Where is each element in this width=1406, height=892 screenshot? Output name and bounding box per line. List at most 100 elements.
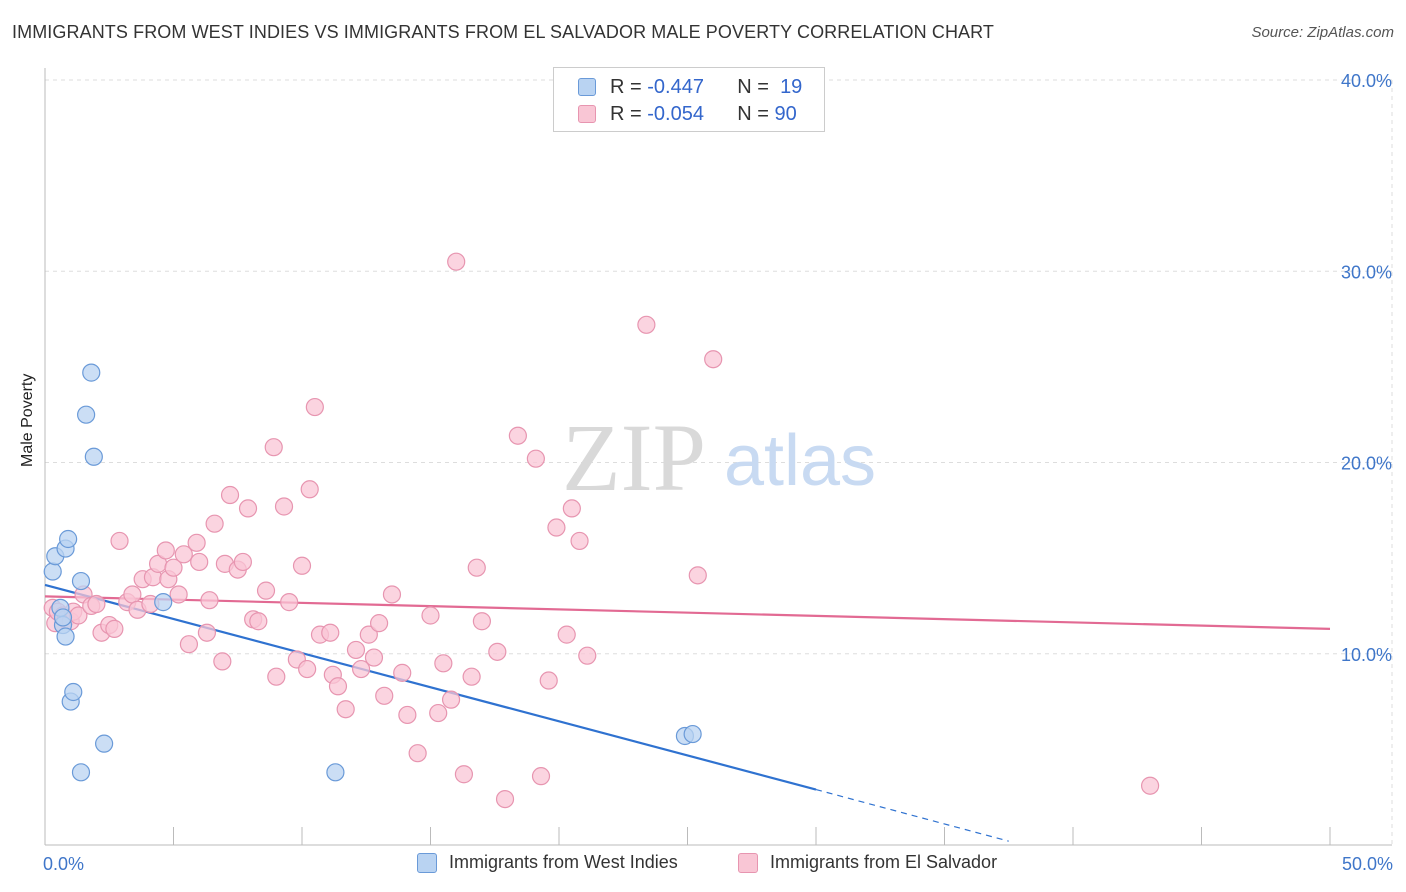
- y-axis-label: Male Poverty: [19, 373, 36, 467]
- watermark-atlas: atlas: [724, 421, 876, 501]
- point-el-salvador: [238, 499, 258, 518]
- point-west-indies: [53, 608, 73, 627]
- point-el-salvador: [197, 623, 217, 642]
- point-el-salvador: [264, 438, 283, 457]
- point-el-salvador: [336, 700, 355, 719]
- point-west-indies: [154, 593, 173, 612]
- point-el-salvador: [382, 585, 402, 604]
- point-el-salvador: [467, 558, 486, 577]
- legend-swatch-blue: [578, 78, 596, 96]
- tick-labels: 10.0% 20.0% 30.0% 40.0% 0.0% 50.0%: [43, 71, 1393, 874]
- trend-lines: [44, 583, 1331, 842]
- legend-swatch-pink: [578, 105, 596, 123]
- point-el-salvador: [578, 646, 597, 665]
- point-el-salvador: [200, 591, 219, 610]
- point-el-salvador: [179, 635, 199, 654]
- legend-r-value: -0.054: [647, 102, 704, 125]
- point-el-salvador: [539, 671, 558, 690]
- point-west-indies: [71, 763, 91, 782]
- point-west-indies: [82, 363, 101, 382]
- point-el-salvador: [233, 552, 252, 572]
- source-label: Source: ZipAtlas.com: [1251, 24, 1394, 41]
- point-el-salvador: [508, 426, 527, 445]
- point-el-salvador: [488, 642, 507, 661]
- point-el-salvador: [156, 541, 175, 560]
- point-el-salvador: [305, 397, 324, 417]
- point-el-salvador: [462, 667, 481, 686]
- point-el-salvador: [547, 518, 566, 537]
- watermark-zip: ZIP: [562, 404, 706, 511]
- axes: [44, 68, 1392, 846]
- point-west-indies: [43, 562, 62, 581]
- point-el-salvador: [375, 686, 394, 705]
- legend-n-label: N =: [737, 75, 769, 98]
- point-el-salvador: [364, 648, 384, 667]
- x-tick-label-min: 0.0%: [43, 854, 84, 874]
- point-el-salvador: [87, 594, 106, 614]
- point-el-salvador: [1140, 776, 1160, 795]
- point-el-salvador: [267, 667, 286, 686]
- point-el-salvador: [300, 480, 319, 499]
- legend-r-value: -0.447: [647, 75, 704, 98]
- point-el-salvador: [637, 315, 656, 334]
- point-west-indies: [95, 734, 114, 753]
- legend-row-west-indies: R = -0.447 N = 19: [578, 75, 802, 99]
- point-el-salvador: [370, 614, 389, 633]
- point-el-salvador: [398, 705, 417, 725]
- legend-row-el-salvador: R = -0.054 N = 90: [578, 102, 797, 126]
- point-el-salvador: [346, 640, 366, 660]
- y-tick-label: 10.0%: [1341, 645, 1392, 665]
- trend-line-el-salvador: [44, 595, 1331, 630]
- point-el-salvador: [447, 252, 466, 271]
- bottom-legend-swatch-blue: [417, 852, 437, 873]
- trend-line-west-indies: [44, 583, 817, 791]
- point-el-salvador: [280, 593, 299, 612]
- point-el-salvador: [298, 659, 317, 679]
- point-el-salvador: [408, 744, 427, 763]
- point-el-salvador: [174, 545, 193, 564]
- point-west-indies: [59, 529, 78, 549]
- point-el-salvador: [429, 703, 448, 723]
- legend-n-value: 19: [780, 75, 803, 98]
- point-west-indies: [56, 627, 75, 646]
- y-tick-label: 20.0%: [1341, 454, 1392, 474]
- point-el-salvador: [570, 531, 589, 551]
- point-el-salvador: [472, 612, 491, 631]
- point-el-salvador: [352, 659, 371, 679]
- point-el-salvador: [169, 585, 188, 604]
- point-el-salvador: [213, 652, 232, 671]
- point-el-salvador: [495, 789, 515, 809]
- point-el-salvador: [321, 623, 340, 642]
- point-west-indies: [77, 405, 96, 424]
- point-el-salvador: [441, 690, 461, 709]
- point-el-salvador: [454, 765, 474, 784]
- point-el-salvador: [187, 533, 206, 552]
- point-el-salvador: [256, 581, 276, 600]
- bottom-legend-west-indies: Immigrants from West Indies: [417, 852, 678, 873]
- point-el-salvador: [220, 485, 240, 505]
- point-el-salvador: [704, 350, 723, 369]
- correlation-legend: R = -0.447 N = 19 R = -0.054 N = 90: [553, 67, 825, 132]
- point-el-salvador: [359, 625, 378, 644]
- bottom-legend-el-salvador: Immigrants from El Salvador: [738, 852, 997, 873]
- grid-lines: [45, 79, 1393, 845]
- point-el-salvador: [562, 499, 581, 518]
- trend-line-west-indies-extension: [815, 788, 1009, 842]
- point-west-indies: [683, 724, 702, 744]
- point-west-indies: [84, 447, 103, 466]
- y-tick-label: 40.0%: [1341, 71, 1392, 91]
- point-el-salvador: [393, 663, 412, 682]
- chart-title: IMMIGRANTS FROM WEST INDIES VS IMMIGRANT…: [12, 22, 995, 42]
- point-west-indies: [71, 571, 91, 591]
- legend-n-value: 90: [774, 102, 797, 125]
- point-el-salvador: [526, 449, 545, 468]
- point-el-salvador: [292, 556, 312, 575]
- bottom-legend-label-blue: Immigrants from West Indies: [449, 852, 678, 872]
- watermark: ZIP atlas: [562, 404, 876, 511]
- point-el-salvador: [105, 619, 124, 638]
- legend-r-label: R =: [610, 75, 642, 98]
- point-west-indies: [64, 682, 83, 702]
- bottom-legend-swatch-pink: [738, 852, 758, 873]
- point-el-salvador: [328, 677, 348, 696]
